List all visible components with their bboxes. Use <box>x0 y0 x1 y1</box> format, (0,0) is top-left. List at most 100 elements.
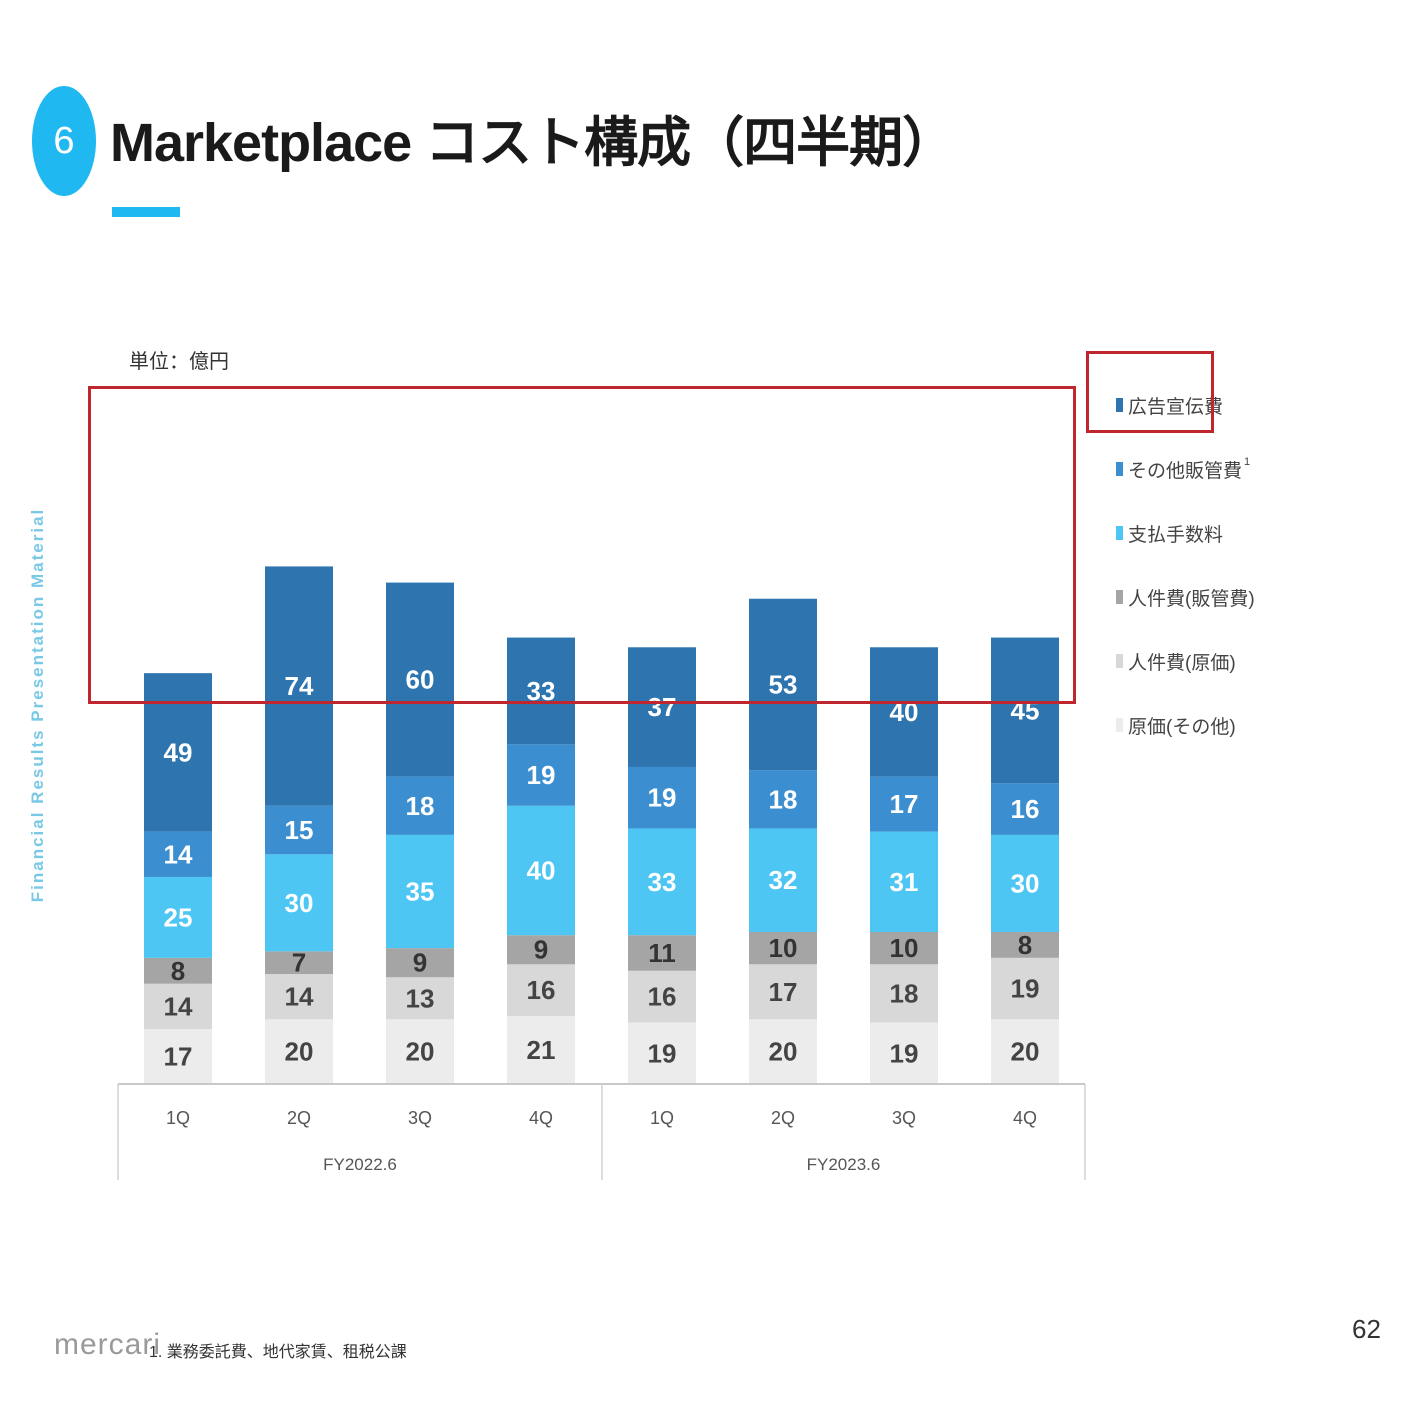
x-tick-label: 3Q <box>892 1108 916 1128</box>
x-tick-label: 4Q <box>1013 1108 1037 1128</box>
data-label: 53 <box>769 669 798 699</box>
legend-item: 原価(その他) <box>1116 712 1255 776</box>
data-label: 19 <box>527 760 556 790</box>
data-label: 25 <box>164 902 193 932</box>
bar-segment <box>386 977 454 1020</box>
title-underline <box>112 207 180 217</box>
bar-segment <box>507 637 575 745</box>
data-label: 16 <box>648 982 677 1012</box>
bar-segment <box>265 951 333 975</box>
chart-legend: 広告宣伝費その他販管費 1 支払手数料人件費(販管費) 人件費(原価) 原価(その他) <box>1116 392 1255 776</box>
data-label: 18 <box>406 791 435 821</box>
legend-swatch <box>1116 462 1123 476</box>
legend-label: 広告宣伝費 <box>1128 397 1224 418</box>
data-label: 33 <box>648 867 677 897</box>
data-label: 16 <box>527 975 556 1005</box>
bar-segment <box>870 1022 938 1084</box>
bar-segment <box>870 776 938 832</box>
data-label: 32 <box>769 865 798 895</box>
data-label: 8 <box>171 956 185 986</box>
unit-label: 単位：億円 <box>129 351 229 373</box>
legend-label: その他販管費 <box>1128 461 1243 482</box>
data-label: 30 <box>285 888 314 918</box>
legend-item: 広告宣伝費 <box>1116 392 1255 456</box>
data-label: 18 <box>769 784 798 814</box>
legend-item: 支払手数料 <box>1116 520 1255 584</box>
bar-segment <box>144 983 212 1030</box>
x-group-label: FY2022.6 <box>323 1155 397 1174</box>
bar-segment <box>265 854 333 952</box>
bar-segment <box>386 834 454 949</box>
legend-footnote-marker: 1 <box>1244 456 1251 468</box>
data-label: 21 <box>527 1035 556 1065</box>
bar-segment <box>265 1019 333 1084</box>
x-group-label: FY2023.6 <box>807 1155 881 1174</box>
legend-label: 原価(その他) <box>1128 717 1236 738</box>
data-label: 11 <box>648 938 676 968</box>
data-label: 13 <box>406 983 435 1013</box>
x-tick-label: 2Q <box>287 1108 311 1128</box>
data-label: 19 <box>648 783 677 813</box>
legend-highlight-box <box>1086 351 1214 433</box>
footnote: 1. 業務委託費、地代家賃、租税公課 <box>149 1344 407 1361</box>
bar-segment <box>991 1019 1059 1084</box>
bar-segment <box>628 766 696 829</box>
bar-segment <box>507 1016 575 1084</box>
x-tick-label: 2Q <box>771 1108 795 1128</box>
x-tick-label: 1Q <box>166 1108 190 1128</box>
data-label: 15 <box>285 815 314 845</box>
data-label: 74 <box>285 671 314 701</box>
bar-segment <box>628 1022 696 1084</box>
bar-segment <box>144 1029 212 1084</box>
bar-segment <box>628 935 696 971</box>
data-label: 8 <box>1018 930 1032 960</box>
data-label: 20 <box>406 1037 435 1067</box>
bar-segment <box>991 957 1059 1020</box>
data-label: 45 <box>1011 695 1040 725</box>
bar-segment <box>991 637 1059 784</box>
data-label: 9 <box>534 935 548 965</box>
legend-item: 人件費(販管費) <box>1116 584 1255 648</box>
bar-segment <box>144 876 212 958</box>
bar-segment <box>386 1019 454 1084</box>
bar-segment <box>991 834 1059 932</box>
bar-segment <box>507 744 575 806</box>
legend-swatch <box>1116 590 1123 604</box>
legend-swatch <box>1116 398 1123 412</box>
data-label: 18 <box>890 978 919 1008</box>
data-label: 14 <box>164 839 193 869</box>
bar-segment <box>265 974 333 1020</box>
x-tick-label: 4Q <box>529 1108 553 1128</box>
page-title: Marketplace コスト構成（四半期） <box>110 113 956 173</box>
bar-segment <box>749 1019 817 1084</box>
data-label: 10 <box>769 933 798 963</box>
bar-segment <box>628 970 696 1023</box>
bar-segment <box>749 598 817 771</box>
data-label: 40 <box>527 855 556 885</box>
data-label: 35 <box>406 877 435 907</box>
advertising-highlight-box <box>88 386 1076 704</box>
data-label: 49 <box>164 737 193 767</box>
page-number: 62 <box>1352 1314 1381 1344</box>
legend-label: 支払手数料 <box>1128 525 1224 546</box>
legend-swatch <box>1116 718 1123 732</box>
bar-segment <box>386 582 454 777</box>
bar-segment <box>991 783 1059 835</box>
bar-segment <box>628 828 696 936</box>
section-number-badge: 6 <box>32 86 96 196</box>
mercari-logo: mercari <box>54 1328 162 1361</box>
data-label: 19 <box>648 1038 677 1068</box>
data-label: 19 <box>1011 974 1040 1004</box>
data-label: 60 <box>406 665 435 695</box>
bar-segment <box>870 931 938 965</box>
bar-segment <box>991 931 1059 958</box>
x-tick-label: 1Q <box>650 1108 674 1128</box>
data-label: 9 <box>413 948 427 978</box>
data-label: 19 <box>890 1038 919 1068</box>
bar-segment <box>749 770 817 829</box>
data-label: 20 <box>1011 1037 1040 1067</box>
data-label: 14 <box>285 982 314 1012</box>
legend-label: 人件費(原価) <box>1128 653 1236 674</box>
bar-segment <box>749 931 817 965</box>
